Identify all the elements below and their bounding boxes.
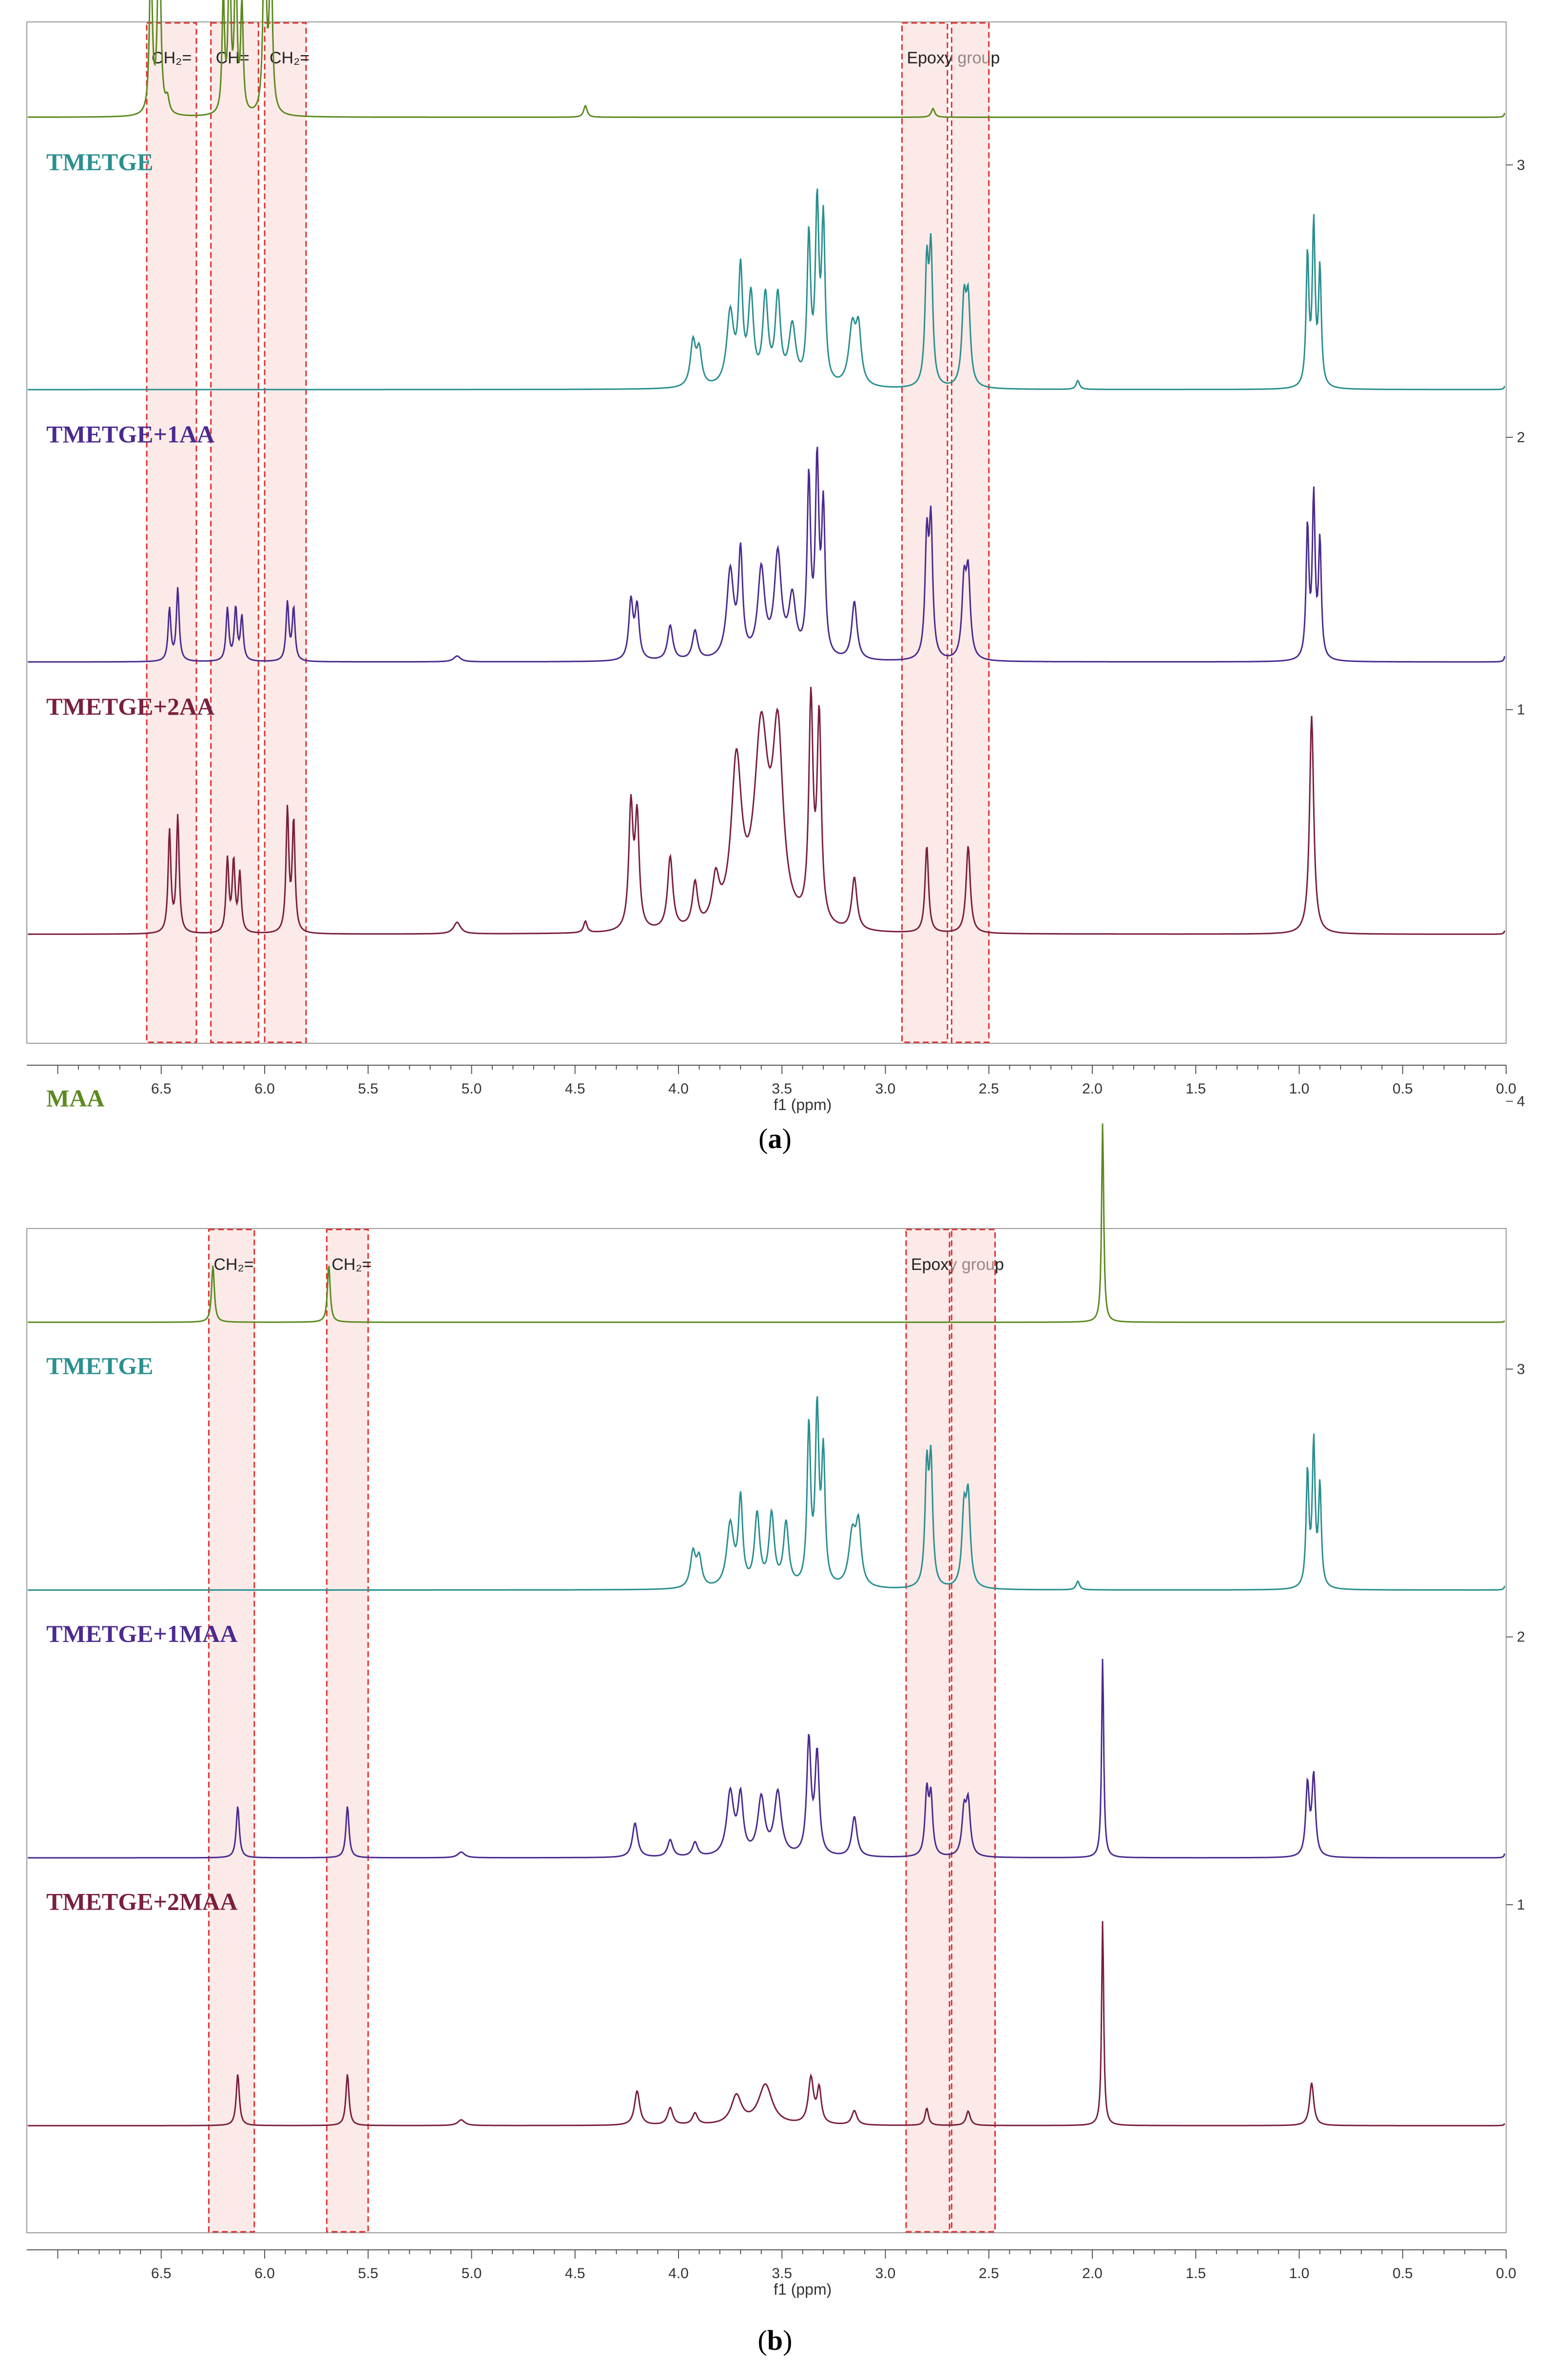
- series-label: TMETGE+2MAA: [46, 1888, 237, 1915]
- x-tick-label: 4.0: [668, 2265, 689, 2282]
- highlight-region: [326, 1229, 369, 2233]
- x-tick-label: 0.0: [1496, 1081, 1516, 1097]
- plot-frame: [26, 1228, 1507, 2233]
- x-axis-title: f1 (ppm): [774, 1096, 832, 1113]
- x-tick-label: 1.5: [1185, 1081, 1206, 1097]
- spectrum-trace: [28, 188, 1506, 390]
- x-tick-label: 6.0: [254, 1081, 275, 1097]
- series-label: TMETGE: [46, 148, 153, 176]
- spectrum-trace: [28, 686, 1506, 935]
- x-tick-label: 3.0: [875, 2265, 896, 2282]
- highlight-region: [905, 1229, 950, 2233]
- series-label: TMETGE: [46, 1352, 153, 1380]
- series-label: TMETGE+1AA: [46, 420, 214, 448]
- x-tick-label: 3.5: [772, 2265, 792, 2282]
- x-tick-label: 2.0: [1082, 2265, 1103, 2282]
- right-tick-label: 3: [1517, 1361, 1525, 1377]
- right-tick-label: 1: [1517, 702, 1525, 718]
- x-tick-label: 4.5: [565, 2265, 585, 2282]
- panel-caption: (a): [758, 1123, 792, 1154]
- right-tick-label: 2: [1517, 1629, 1525, 1645]
- spectrum-panel-b: CH₂=CH₂=Epoxy group4321MAATMETGETMETGE+1…: [26, 1084, 1525, 2356]
- x-tick-label: 0.0: [1496, 2265, 1516, 2282]
- x-tick-label: 0.5: [1393, 2265, 1413, 2282]
- right-tick-label: 1: [1517, 1897, 1525, 1913]
- right-tick-label: 3: [1517, 157, 1525, 173]
- x-tick-label: 1.0: [1289, 1081, 1310, 1097]
- x-axis-title: f1 (ppm): [774, 2281, 832, 2298]
- spectrum-trace: [28, 1123, 1506, 1323]
- right-tick-label: 4: [1517, 1093, 1525, 1110]
- highlight-region: [950, 1229, 996, 2233]
- region-label: CH₂=: [152, 49, 192, 67]
- x-tick-label: 2.0: [1082, 1081, 1103, 1097]
- region-label: CH₂=: [331, 1255, 371, 1274]
- x-tick-label: 6.5: [151, 1081, 172, 1097]
- x-tick-label: 5.5: [358, 1081, 378, 1097]
- spectrum-trace: [28, 447, 1506, 663]
- x-tick-label: 1.5: [1185, 2265, 1206, 2282]
- x-tick-label: 0.5: [1393, 1081, 1413, 1097]
- x-tick-label: 3.0: [875, 1081, 896, 1097]
- region-label: CH₂=: [270, 49, 310, 67]
- spectrum-trace: [28, 1658, 1506, 1859]
- series-label: MAA: [46, 1084, 104, 1112]
- x-tick-label: 2.5: [979, 2265, 999, 2282]
- spectrum-panel-a: CH₂=CH=CH₂=Epoxy group4321AATMETGETMETGE…: [26, 0, 1525, 1154]
- plot-frame: [26, 21, 1507, 1044]
- x-tick-label: 1.0: [1289, 2265, 1310, 2282]
- x-tick-label: 5.0: [462, 2265, 482, 2282]
- x-tick-label: 4.5: [565, 1081, 585, 1097]
- x-tick-label: 2.5: [979, 1081, 999, 1097]
- x-tick-label: 3.5: [772, 1081, 792, 1097]
- x-tick-label: 5.0: [462, 1081, 482, 1097]
- region-label: CH₂=: [213, 1255, 253, 1274]
- spectrum-trace: [28, 1921, 1506, 2126]
- series-label: TMETGE+2AA: [46, 693, 214, 720]
- highlight-region: [208, 1229, 255, 2233]
- x-tick-label: 5.5: [358, 2265, 378, 2282]
- right-tick-label: 2: [1517, 429, 1525, 446]
- panel-caption: (b): [758, 2324, 793, 2356]
- x-tick-label: 4.0: [668, 1081, 689, 1097]
- series-label: TMETGE+1MAA: [46, 1620, 237, 1647]
- spectrum-trace: [28, 1396, 1506, 1591]
- x-tick-label: 6.5: [151, 2265, 172, 2282]
- spectrum-trace: [28, 0, 1506, 118]
- x-tick-label: 6.0: [254, 2265, 275, 2282]
